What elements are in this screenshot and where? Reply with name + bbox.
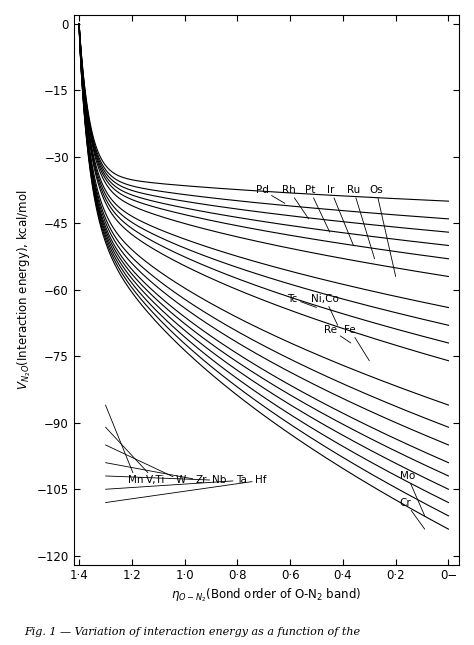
Text: V,Ti: V,Ti <box>106 427 165 486</box>
Text: Ru: Ru <box>347 185 374 259</box>
Text: Ir: Ir <box>327 185 354 246</box>
Y-axis label: $V_{N_2O}$(Interaction energy), kcal/mol: $V_{N_2O}$(Interaction energy), kcal/mol <box>15 190 33 390</box>
Text: Fe: Fe <box>344 324 369 361</box>
Text: W: W <box>106 445 186 486</box>
Text: Ta: Ta <box>106 475 246 490</box>
Text: Pt: Pt <box>305 185 330 232</box>
Text: Cr: Cr <box>400 497 425 529</box>
Text: Nb: Nb <box>106 475 227 486</box>
Text: Pd: Pd <box>256 185 285 203</box>
Text: Hf: Hf <box>106 475 266 502</box>
Text: Mn: Mn <box>106 405 144 486</box>
X-axis label: $\eta_{O-N_2}$(Bond order of O-N$_2$ band): $\eta_{O-N_2}$(Bond order of O-N$_2$ ban… <box>172 587 362 604</box>
Text: Zr: Zr <box>106 462 207 486</box>
Text: Ni,Co: Ni,Co <box>311 293 339 325</box>
Text: Os: Os <box>369 185 396 277</box>
Text: Fig. 1 — Variation of interaction energy as a function of the: Fig. 1 — Variation of interaction energy… <box>24 628 360 637</box>
Text: Rh: Rh <box>282 185 309 219</box>
Text: Tc: Tc <box>288 293 317 308</box>
Text: Mo: Mo <box>400 471 425 516</box>
Text: Re: Re <box>325 324 351 343</box>
